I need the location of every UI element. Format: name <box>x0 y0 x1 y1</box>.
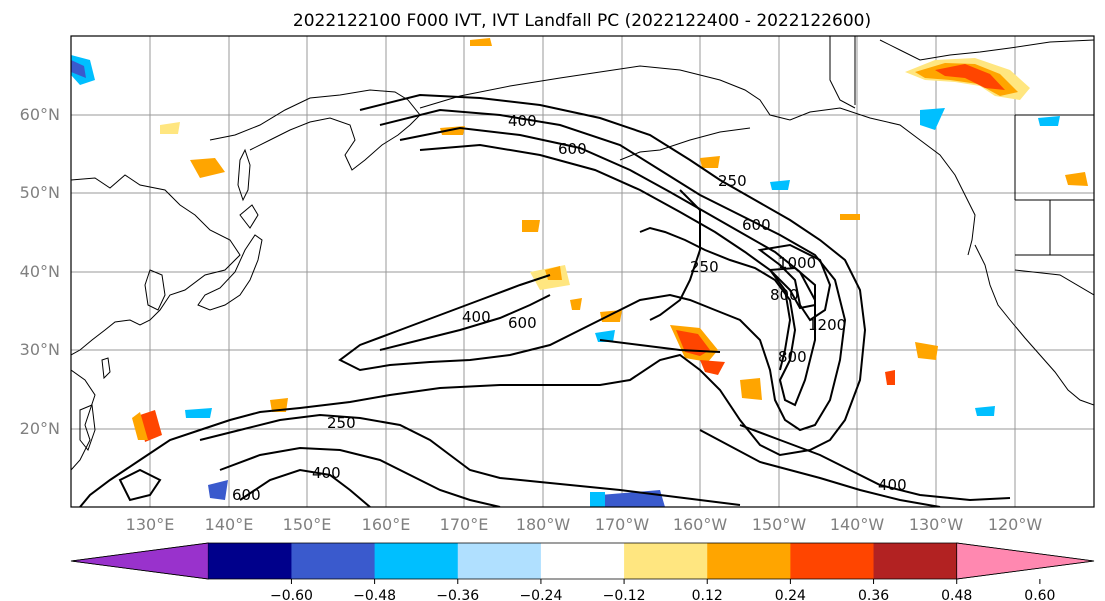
pc-shading <box>71 38 1088 507</box>
colorbar-cell <box>790 543 875 579</box>
coastlines <box>71 36 1094 471</box>
map-panel: 400 600 250 600 1000 800 1200 800 250 40… <box>70 35 1095 508</box>
colorbar-cell <box>624 543 708 579</box>
lon-label: 160°W <box>673 515 728 534</box>
contour-label: 1200 <box>808 316 846 334</box>
lat-label: 50°N <box>20 183 60 202</box>
colorbar-cell <box>70 542 209 580</box>
lon-label: 160°E <box>362 515 411 534</box>
colorbar-tick-label: 0.36 <box>858 588 889 601</box>
colorbar-ticks: −0.60 −0.48 −0.36 −0.24 −0.12 0.12 0.24 0.36 0.4… <box>270 579 1055 601</box>
colorbar-cell <box>956 542 1095 580</box>
contour-label: 600 <box>558 140 587 158</box>
contour-label: 400 <box>312 464 341 482</box>
colorbar-cell <box>540 543 625 579</box>
contour-label: 250 <box>327 414 356 432</box>
contour-label: 400 <box>508 112 537 130</box>
graticule <box>71 36 1094 507</box>
colorbar-cell <box>208 543 292 579</box>
lat-label: 20°N <box>20 419 60 438</box>
map-title: 2022122100 F000 IVT, IVT Landfall PC (20… <box>293 11 871 31</box>
lon-label: 120°W <box>988 515 1043 534</box>
colorbar: −0.60 −0.48 −0.36 −0.24 −0.12 0.12 0.24 0.36 0.4… <box>70 542 1095 601</box>
ivt-contours <box>79 93 1011 507</box>
lon-label: 140°E <box>205 515 254 534</box>
lon-label: 170°W <box>595 515 650 534</box>
lon-label: 130°E <box>126 515 175 534</box>
colorbar-tick-label: −0.24 <box>519 588 562 601</box>
contour-label: 600 <box>742 216 771 234</box>
colorbar-cell <box>707 543 791 579</box>
colorbar-cell <box>374 543 459 579</box>
latitude-labels: 60°N 50°N 40°N 30°N 20°N <box>20 105 60 438</box>
colorbar-cell <box>873 543 958 579</box>
lon-label: 170°E <box>440 515 489 534</box>
lon-label: 130°W <box>909 515 964 534</box>
contour-label: 800 <box>770 286 799 304</box>
lon-label: 150°E <box>283 515 332 534</box>
contour-label: 600 <box>508 314 537 332</box>
colorbar-tick-label: −0.12 <box>603 588 646 601</box>
colorbar-cells <box>70 542 1095 580</box>
lat-label: 40°N <box>20 262 60 281</box>
longitude-labels: 130°E 140°E 150°E 160°E 170°E 180°W 170°… <box>126 515 1043 534</box>
lon-label: 140°W <box>830 515 885 534</box>
colorbar-frame <box>70 542 1095 580</box>
colorbar-tick-label: 0.48 <box>941 588 972 601</box>
colorbar-cell <box>291 543 376 579</box>
contour-labels: 400 600 250 600 1000 800 1200 800 250 40… <box>232 112 907 504</box>
contour-label: 250 <box>690 258 719 276</box>
colorbar-tick-label: 0.60 <box>1024 588 1055 601</box>
colorbar-tick-label: 0.12 <box>692 588 723 601</box>
contour-label: 800 <box>778 348 807 366</box>
colorbar-tick-label: −0.60 <box>270 588 313 601</box>
lat-label: 30°N <box>20 340 60 359</box>
colorbar-tick-label: −0.48 <box>353 588 396 601</box>
contour-label: 1000 <box>778 254 816 272</box>
contour-label: 400 <box>462 308 491 326</box>
contour-label: 250 <box>718 172 747 190</box>
contour-label: 400 <box>878 476 907 494</box>
contour-label: 600 <box>232 486 261 504</box>
colorbar-cell <box>457 543 542 579</box>
lat-label: 60°N <box>20 105 60 124</box>
lon-label: 180°W <box>516 515 571 534</box>
lon-label: 150°W <box>752 515 807 534</box>
map-frame <box>70 35 1095 508</box>
colorbar-tick-label: −0.36 <box>436 588 479 601</box>
colorbar-tick-label: 0.24 <box>775 588 806 601</box>
